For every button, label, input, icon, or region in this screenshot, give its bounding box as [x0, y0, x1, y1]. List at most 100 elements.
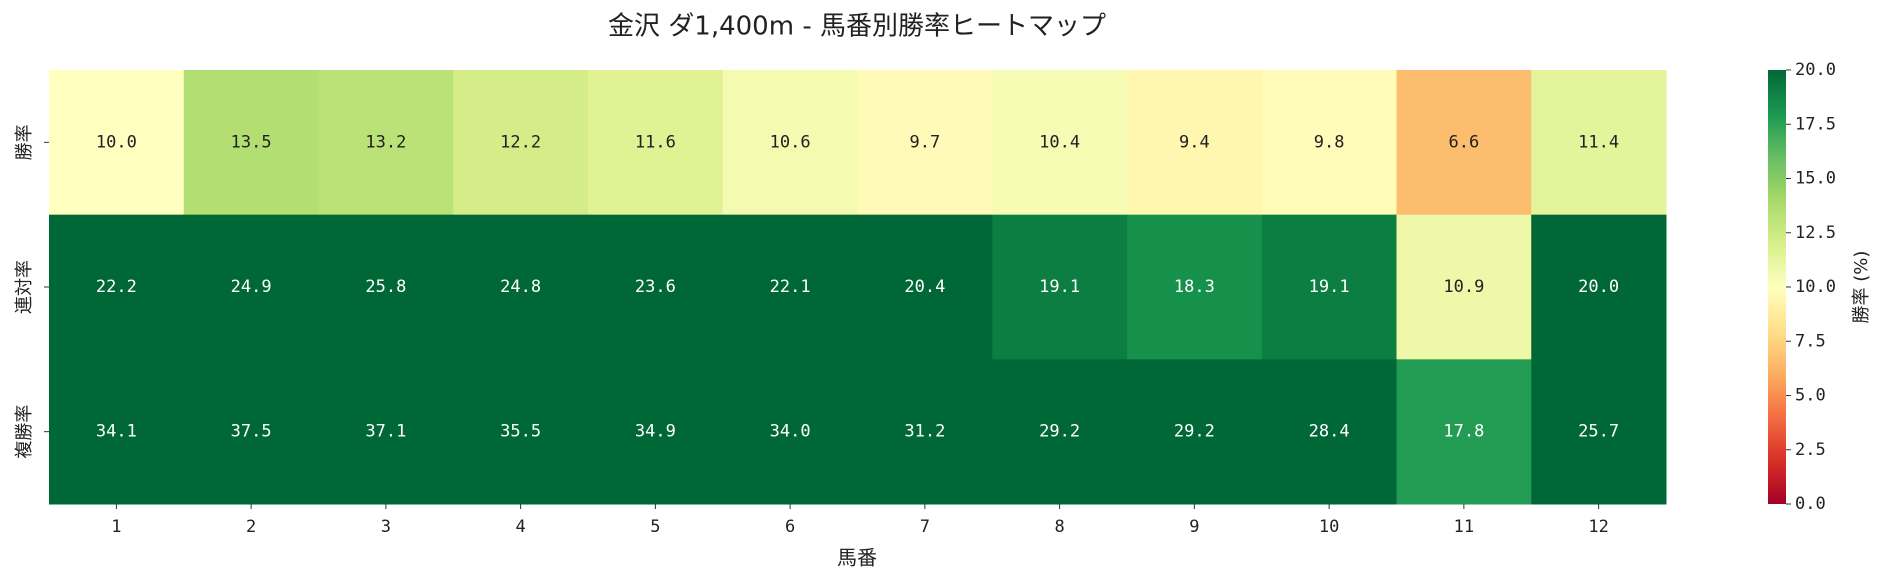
colorbar-tick-label: 0.0 — [1795, 494, 1826, 514]
cell-label: 9.7 — [910, 132, 941, 152]
cell-label: 20.0 — [1578, 277, 1619, 297]
colorbar-tick-label: 17.5 — [1795, 114, 1836, 134]
cell-label: 28.4 — [1309, 422, 1350, 442]
heatmap-cell — [992, 70, 1128, 216]
cell-label: 11.6 — [635, 132, 676, 152]
colorbar-tick-label: 7.5 — [1795, 331, 1826, 351]
cell-label: 12.2 — [500, 132, 541, 152]
cell-label: 19.1 — [1039, 277, 1080, 297]
colorbar-tick-label: 15.0 — [1795, 169, 1836, 189]
colorbar-tick-label: 2.5 — [1795, 440, 1826, 460]
cell-label: 24.8 — [500, 277, 541, 297]
cell-label: 11.4 — [1578, 132, 1619, 152]
heatmap-cell — [1261, 214, 1397, 360]
heatmap-cell — [183, 214, 319, 360]
x-tick-label: 8 — [1055, 517, 1065, 537]
cell-label: 9.8 — [1314, 132, 1345, 152]
heatmap-cell — [722, 70, 858, 216]
x-tick-label: 9 — [1189, 517, 1199, 537]
colorbar-tick-label: 20.0 — [1795, 60, 1836, 80]
colorbar-tick-label: 10.0 — [1795, 277, 1836, 297]
heatmap-cell — [318, 70, 454, 216]
cell-label: 9.4 — [1179, 132, 1210, 152]
cell-label: 34.0 — [770, 422, 811, 442]
y-tick-label: 勝率 — [14, 124, 35, 160]
cell-label: 22.1 — [770, 277, 811, 297]
chart-title: 金沢 ダ1,400m - 馬番別勝率ヒートマップ — [608, 12, 1106, 42]
heatmap-cell — [1531, 214, 1667, 360]
heatmap-cell — [992, 214, 1128, 360]
cell-label: 17.8 — [1443, 422, 1484, 442]
cell-label: 29.2 — [1174, 422, 1215, 442]
heatmap-cell — [1396, 359, 1532, 505]
y-tick-label: 連対率 — [14, 260, 35, 314]
x-tick-label: 4 — [516, 517, 526, 537]
heatmap-cell — [1531, 359, 1667, 505]
cell-label: 10.0 — [96, 132, 137, 152]
heatmap-cell — [1396, 70, 1532, 216]
x-tick-label: 6 — [785, 517, 795, 537]
x-tick-label: 3 — [381, 517, 391, 537]
heatmap-cell — [318, 214, 454, 360]
cell-label: 25.8 — [365, 277, 406, 297]
heatmap-cell — [49, 214, 185, 360]
cell-label: 20.4 — [904, 277, 945, 297]
x-tick-label: 12 — [1588, 517, 1608, 537]
colorbar-tick-label: 5.0 — [1795, 386, 1826, 406]
heatmap-cell — [318, 359, 454, 505]
x-tick-label: 10 — [1319, 517, 1339, 537]
x-tick-label: 2 — [246, 517, 256, 537]
cell-label: 10.6 — [770, 132, 811, 152]
heatmap-cell — [453, 70, 589, 216]
heatmap-cell — [453, 214, 589, 360]
heatmap-cell — [183, 359, 319, 505]
heatmap-cell — [588, 359, 724, 505]
x-axis-label: 馬番 — [837, 546, 877, 570]
x-tick-label: 1 — [111, 517, 121, 537]
cell-label: 35.5 — [500, 422, 541, 442]
heatmap-cell — [49, 70, 185, 216]
heatmap-cell — [857, 214, 993, 360]
heatmap-cell — [1531, 70, 1667, 216]
cell-label: 22.2 — [96, 277, 137, 297]
heatmap-cell — [722, 214, 858, 360]
cell-label: 24.9 — [231, 277, 272, 297]
cell-label: 25.7 — [1578, 422, 1619, 442]
cell-label: 29.2 — [1039, 422, 1080, 442]
heatmap-cell — [588, 214, 724, 360]
heatmap-cell — [1127, 214, 1263, 360]
heatmap-cell — [1261, 70, 1397, 216]
y-tick-label: 複勝率 — [14, 405, 35, 459]
cell-label: 10.4 — [1039, 132, 1080, 152]
heatmap-cell — [1127, 359, 1263, 505]
heatmap-cell — [992, 359, 1128, 505]
colorbar — [1768, 70, 1786, 504]
x-tick-label: 11 — [1454, 517, 1474, 537]
cell-label: 6.6 — [1449, 132, 1480, 152]
cell-label: 10.9 — [1443, 277, 1484, 297]
colorbar-tick-label: 12.5 — [1795, 223, 1836, 243]
heatmap-cell — [588, 70, 724, 216]
cell-label: 23.6 — [635, 277, 676, 297]
heatmap-cell — [857, 70, 993, 216]
cell-label: 19.1 — [1309, 277, 1350, 297]
cell-label: 31.2 — [904, 422, 945, 442]
heatmap-cell — [857, 359, 993, 505]
heatmap-cell — [722, 359, 858, 505]
heatmap-cell — [49, 359, 185, 505]
x-tick-label: 5 — [650, 517, 660, 537]
cell-label: 37.5 — [231, 422, 272, 442]
cell-label: 34.1 — [96, 422, 137, 442]
heatmap-cell — [453, 359, 589, 505]
cell-label: 34.9 — [635, 422, 676, 442]
heatmap-cell — [183, 70, 319, 216]
colorbar-label: 勝率 (%) — [1851, 251, 1872, 324]
cell-label: 13.2 — [365, 132, 406, 152]
heatmap-cell — [1261, 359, 1397, 505]
heatmap-cell — [1396, 214, 1532, 360]
cell-label: 37.1 — [365, 422, 406, 442]
cell-label: 18.3 — [1174, 277, 1215, 297]
x-tick-label: 7 — [920, 517, 930, 537]
cell-label: 13.5 — [231, 132, 272, 152]
